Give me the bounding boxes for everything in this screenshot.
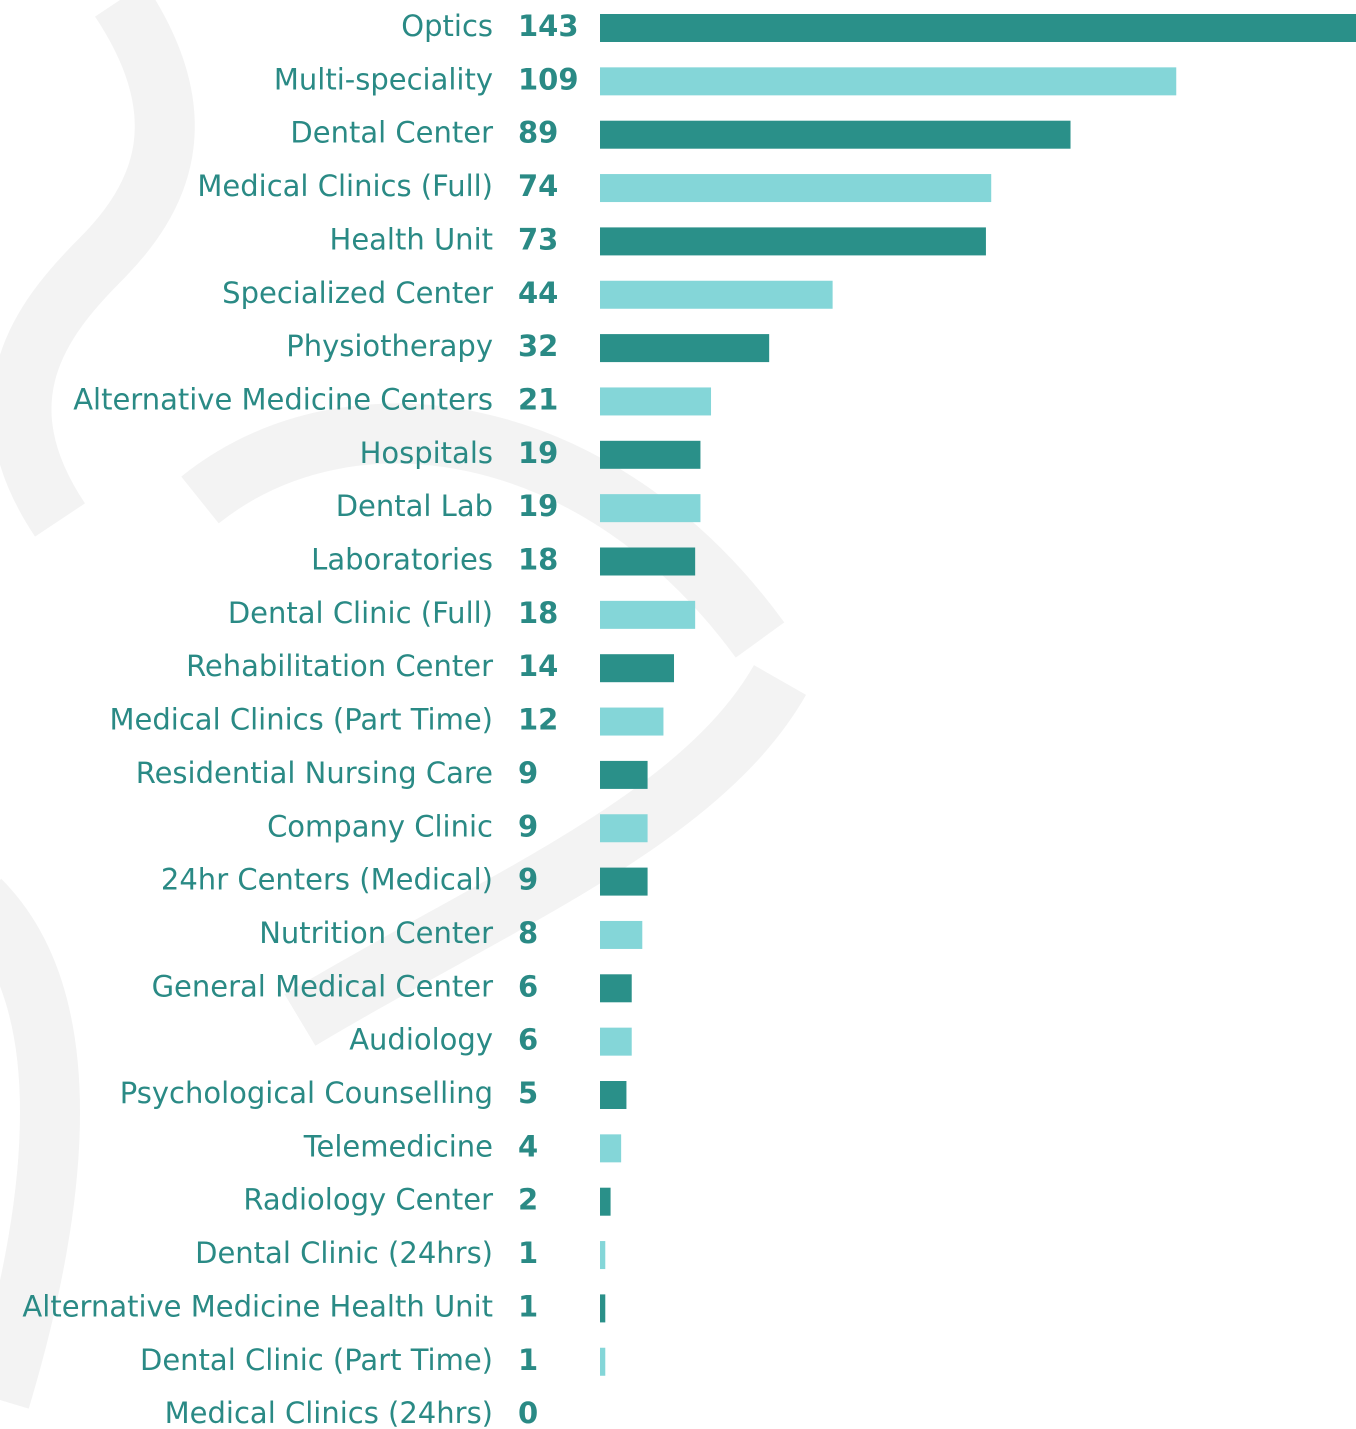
category-label: Audiology — [349, 1023, 493, 1057]
category-label: Hospitals — [360, 436, 493, 470]
category-label: Specialized Center — [222, 276, 493, 310]
category-label: Laboratories — [311, 543, 493, 577]
value-label: 21 — [518, 382, 558, 416]
value-label: 74 — [518, 169, 558, 203]
value-label: 5 — [518, 1076, 538, 1110]
bar — [600, 174, 992, 203]
value-label: 1 — [518, 1289, 538, 1323]
bar — [600, 1081, 627, 1109]
bar — [600, 867, 648, 896]
value-label: 143 — [518, 9, 579, 43]
value-label: 4 — [518, 1129, 538, 1163]
category-label: Dental Clinic (24hrs) — [195, 1236, 493, 1270]
value-label: 12 — [518, 703, 558, 737]
bar — [600, 1134, 622, 1163]
category-label: Telemedicine — [303, 1129, 493, 1163]
value-label: 1 — [518, 1236, 538, 1270]
bar — [600, 707, 664, 736]
category-label: Alternative Medicine Centers — [73, 382, 493, 416]
category-label: Health Unit — [330, 222, 493, 256]
value-label: 6 — [518, 969, 538, 1003]
value-label: 18 — [518, 543, 558, 577]
bar — [600, 814, 648, 843]
bar — [600, 494, 701, 523]
category-label: Dental Lab — [336, 489, 493, 523]
category-label: Alternative Medicine Health Unit — [22, 1289, 493, 1323]
bar — [600, 120, 1071, 149]
bar — [600, 387, 712, 416]
value-label: 89 — [518, 116, 558, 150]
category-label: General Medical Center — [152, 969, 494, 1003]
category-label: Company Clinic — [267, 809, 493, 843]
category-label: Dental Clinic (Part Time) — [140, 1343, 493, 1377]
bar — [600, 920, 643, 949]
value-label: 8 — [518, 916, 538, 950]
value-label: 44 — [518, 276, 558, 310]
category-label: Physiotherapy — [286, 329, 493, 363]
bar — [600, 760, 648, 789]
bar — [600, 1347, 606, 1376]
value-label: 0 — [518, 1396, 538, 1429]
value-label: 6 — [518, 1023, 538, 1057]
bar — [600, 1241, 606, 1270]
bar — [600, 334, 770, 363]
category-label: Medical Clinics (Full) — [197, 169, 493, 203]
bar — [600, 1187, 611, 1216]
category-label: Residential Nursing Care — [136, 756, 493, 790]
category-label: Optics — [401, 9, 493, 43]
category-label: Multi-speciality — [274, 62, 493, 96]
bar — [600, 14, 1356, 42]
category-label: Medical Clinics (24hrs) — [165, 1396, 493, 1429]
value-label: 14 — [518, 649, 558, 683]
value-label: 19 — [518, 489, 558, 523]
bar — [600, 67, 1177, 96]
bar — [600, 280, 833, 309]
category-label: Dental Center — [290, 116, 493, 150]
bar — [600, 600, 696, 629]
bar — [600, 654, 675, 683]
value-label: 9 — [518, 809, 538, 843]
value-label: 1 — [518, 1343, 538, 1377]
bar — [600, 1294, 606, 1323]
category-label: Psychological Counselling — [120, 1076, 493, 1110]
category-label: Medical Clinics (Part Time) — [110, 703, 493, 737]
value-label: 19 — [518, 436, 558, 470]
value-label: 73 — [518, 222, 558, 256]
value-label: 9 — [518, 863, 538, 897]
category-label: Radiology Center — [243, 1183, 493, 1217]
value-label: 2 — [518, 1183, 538, 1217]
value-label: 18 — [518, 596, 558, 630]
category-label: Nutrition Center — [259, 916, 493, 950]
category-label: Rehabilitation Center — [186, 649, 493, 683]
bar — [600, 974, 632, 1003]
bar — [600, 440, 701, 469]
bar — [600, 547, 696, 576]
value-label: 32 — [518, 329, 558, 363]
category-label: 24hr Centers (Medical) — [161, 863, 493, 897]
bar — [600, 227, 986, 256]
category-label: Dental Clinic (Full) — [228, 596, 493, 630]
value-label: 109 — [518, 62, 579, 96]
value-label: 9 — [518, 756, 538, 790]
bar — [600, 1027, 632, 1056]
